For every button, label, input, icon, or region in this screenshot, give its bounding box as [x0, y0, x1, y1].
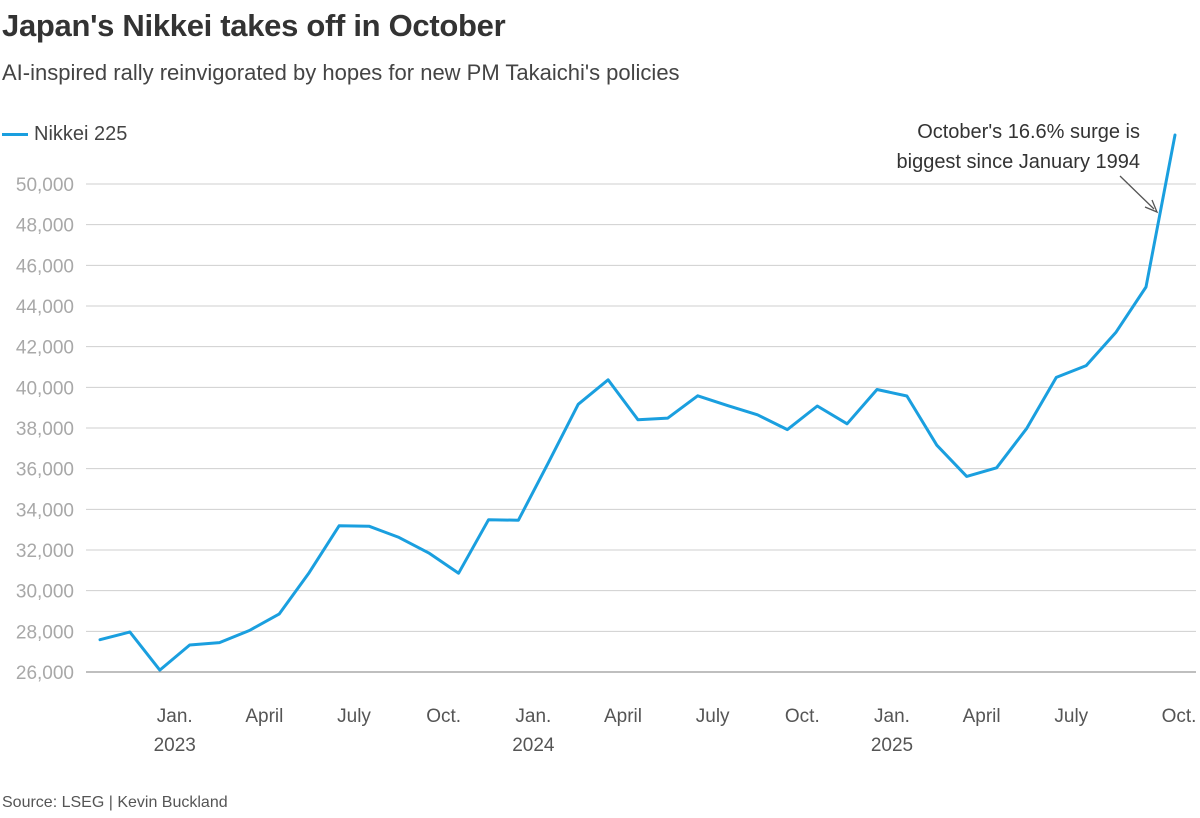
annotation-arrow-line: [1119, 175, 1155, 210]
x-tick-label: July: [696, 706, 730, 727]
series-nikkei-225: [98, 133, 1177, 672]
y-tick-label: 36,000: [16, 460, 74, 481]
annotation-text: biggest since January 1994: [897, 151, 1141, 173]
annotation: October's 16.6% surge is biggest since Ja…: [897, 121, 1159, 214]
x-tick-year-label: 2025: [871, 735, 913, 756]
x-tick-label: April: [245, 706, 283, 727]
x-tick-label: July: [337, 706, 371, 727]
series-line-nikkei-225: [98, 133, 1177, 672]
x-axis-ticks: Jan. 2023 April July Oct. Jan. 2024 April July Oc…: [154, 706, 1197, 756]
y-tick-label: 50,000: [16, 175, 74, 196]
y-tick-label: 30,000: [16, 582, 74, 603]
y-tick-label: 48,000: [16, 216, 74, 237]
y-tick-label: 40,000: [16, 378, 74, 399]
chart-legend: Nikkei 225: [2, 122, 127, 146]
x-tick-label: Jan.: [515, 706, 551, 727]
x-tick-year-label: 2024: [512, 735, 555, 756]
annotation-arrow-head: [1144, 199, 1159, 214]
gridlines: [86, 183, 1196, 632]
x-tick-label: Oct.: [1162, 706, 1197, 727]
x-tick-label: Oct.: [785, 706, 820, 727]
y-tick-label: 42,000: [16, 338, 74, 359]
x-tick-label: July: [1054, 706, 1088, 727]
chart-subtitle: AI-inspired rally reinvigorated by hopes…: [2, 60, 680, 85]
x-tick-year-label: 2023: [154, 735, 196, 756]
annotation-text: October's 16.6% surge is: [917, 121, 1140, 143]
legend-label-nikkei: Nikkei 225: [34, 122, 128, 145]
x-tick-label: Jan.: [157, 706, 193, 727]
y-tick-label: 44,000: [16, 297, 74, 318]
x-tick-label: April: [604, 706, 642, 727]
x-tick-label: Jan.: [874, 706, 910, 727]
x-tick-label: Oct.: [426, 706, 461, 727]
x-tick-label: April: [963, 706, 1001, 727]
y-axis-ticks: 26,000 28,000 30,000 32,000 34,000 36,000 38,0…: [16, 175, 74, 684]
chart-canvas: 26,000 28,000 30,000 32,000 34,000 36,000 38,0…: [16, 121, 1197, 756]
y-tick-label: 28,000: [16, 622, 74, 643]
y-tick-label: 46,000: [16, 256, 74, 277]
y-tick-label: 32,000: [16, 541, 74, 562]
legend-swatch-nikkei: [2, 132, 28, 136]
source-credit: Source: LSEG | Kevin Buckland: [2, 794, 228, 811]
y-tick-label: 38,000: [16, 419, 74, 440]
chart-title: Japan's Nikkei takes off in October: [2, 8, 506, 43]
y-tick-label: 34,000: [16, 500, 74, 521]
y-tick-label: 26,000: [16, 663, 74, 684]
